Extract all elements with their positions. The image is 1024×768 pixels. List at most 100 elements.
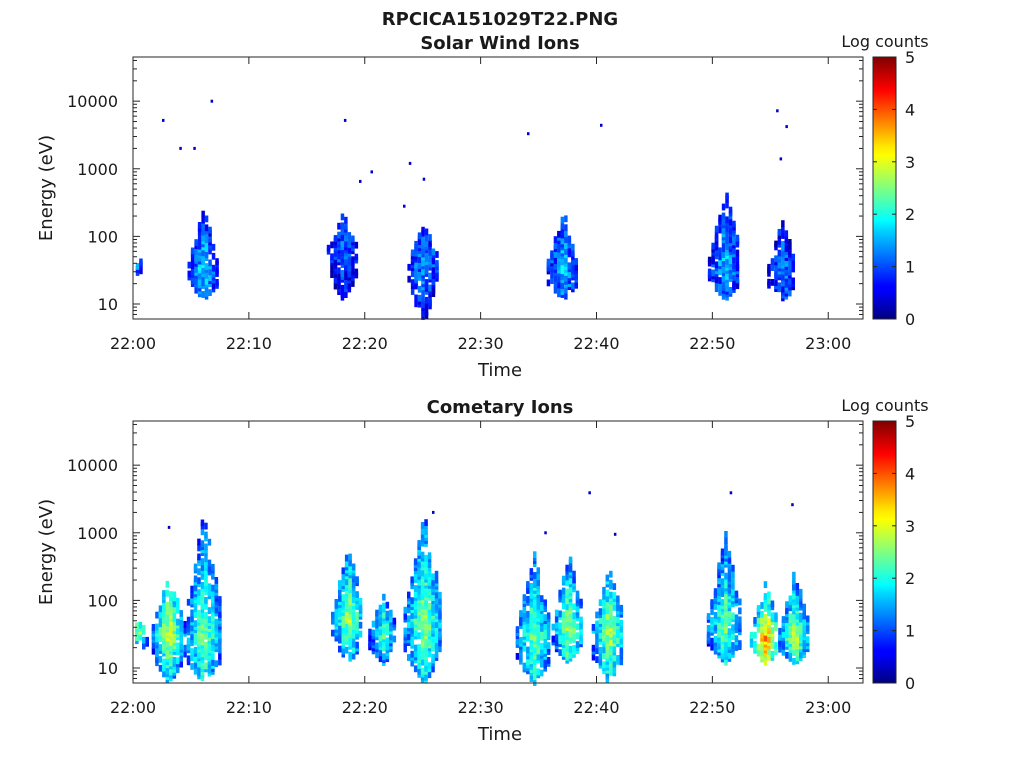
cell	[434, 603, 439, 611]
cell	[428, 234, 432, 241]
cell	[735, 234, 740, 242]
cell	[572, 570, 576, 578]
cell	[438, 609, 442, 617]
cell	[781, 220, 785, 227]
cell	[211, 659, 215, 666]
colorbar-tick-label: 5	[905, 48, 915, 67]
cell	[785, 607, 789, 615]
cell	[410, 650, 414, 658]
cell	[718, 259, 722, 267]
cell	[378, 616, 383, 624]
cell	[145, 636, 149, 644]
cell	[778, 633, 782, 641]
cell	[211, 590, 215, 598]
cell	[724, 537, 728, 544]
cell	[414, 261, 418, 269]
cell	[806, 615, 810, 623]
cell	[158, 605, 163, 613]
cell	[731, 642, 735, 649]
cell	[427, 671, 432, 679]
y-tick-label: 10000	[67, 456, 118, 475]
cell	[211, 632, 215, 640]
cell	[738, 640, 742, 647]
cell	[565, 597, 569, 605]
cell	[368, 628, 372, 636]
cell	[732, 262, 736, 270]
cell	[186, 598, 191, 606]
cell	[190, 591, 194, 599]
cell	[777, 237, 782, 245]
cell	[558, 622, 562, 630]
cell	[193, 661, 198, 669]
figure-title: RPCICA151029T22.PNG	[382, 9, 618, 30]
cell	[728, 218, 733, 226]
cell	[616, 637, 620, 644]
cell	[417, 587, 421, 595]
cell	[602, 586, 606, 594]
cell	[378, 649, 383, 657]
cell	[347, 246, 352, 254]
cell	[612, 604, 617, 611]
cell	[571, 282, 575, 290]
cell	[403, 612, 407, 620]
cell	[515, 638, 520, 645]
cell	[792, 643, 796, 650]
cell	[193, 635, 198, 642]
cell	[777, 249, 782, 257]
cell	[344, 602, 349, 609]
cell	[554, 615, 559, 623]
cell	[190, 615, 194, 623]
cell	[553, 242, 558, 249]
cell	[201, 216, 205, 224]
cell	[337, 273, 341, 281]
cell	[799, 624, 803, 632]
cell	[424, 528, 428, 535]
cell	[753, 631, 757, 639]
cell	[777, 228, 782, 236]
cell	[207, 538, 212, 546]
cell	[767, 591, 771, 599]
cell	[561, 647, 566, 654]
cell	[619, 646, 624, 654]
cell	[553, 274, 558, 282]
cell	[375, 642, 379, 650]
cell	[218, 646, 222, 654]
cell	[207, 565, 212, 573]
cell	[434, 636, 439, 643]
cell	[351, 581, 356, 589]
cell	[186, 655, 191, 663]
x-axis-label: Time	[477, 724, 522, 745]
cell	[767, 278, 771, 286]
cell	[609, 666, 613, 673]
cell	[413, 650, 418, 658]
cell	[720, 634, 725, 642]
cell	[413, 608, 418, 616]
cell	[413, 573, 418, 580]
cell	[417, 632, 421, 640]
cell	[554, 609, 559, 617]
cell	[738, 598, 742, 606]
isolated-point	[343, 118, 347, 122]
x-tick-label: 22:40	[573, 698, 619, 717]
cell	[609, 579, 613, 587]
cell	[193, 646, 198, 654]
cell	[135, 263, 140, 270]
cell	[410, 279, 415, 286]
cell	[763, 658, 768, 666]
cell	[407, 263, 411, 271]
cell	[438, 630, 442, 638]
cell	[529, 583, 534, 590]
cell	[417, 294, 422, 302]
cell	[165, 619, 170, 627]
cell	[713, 603, 718, 610]
cell	[414, 270, 418, 278]
cell	[331, 617, 335, 625]
cell	[738, 622, 742, 630]
cell	[200, 611, 205, 619]
colorbar-scale	[872, 56, 897, 320]
cell	[204, 555, 208, 563]
cell	[540, 657, 544, 665]
cell	[218, 605, 222, 612]
cell	[382, 593, 386, 601]
colorbar-scale	[872, 420, 897, 684]
